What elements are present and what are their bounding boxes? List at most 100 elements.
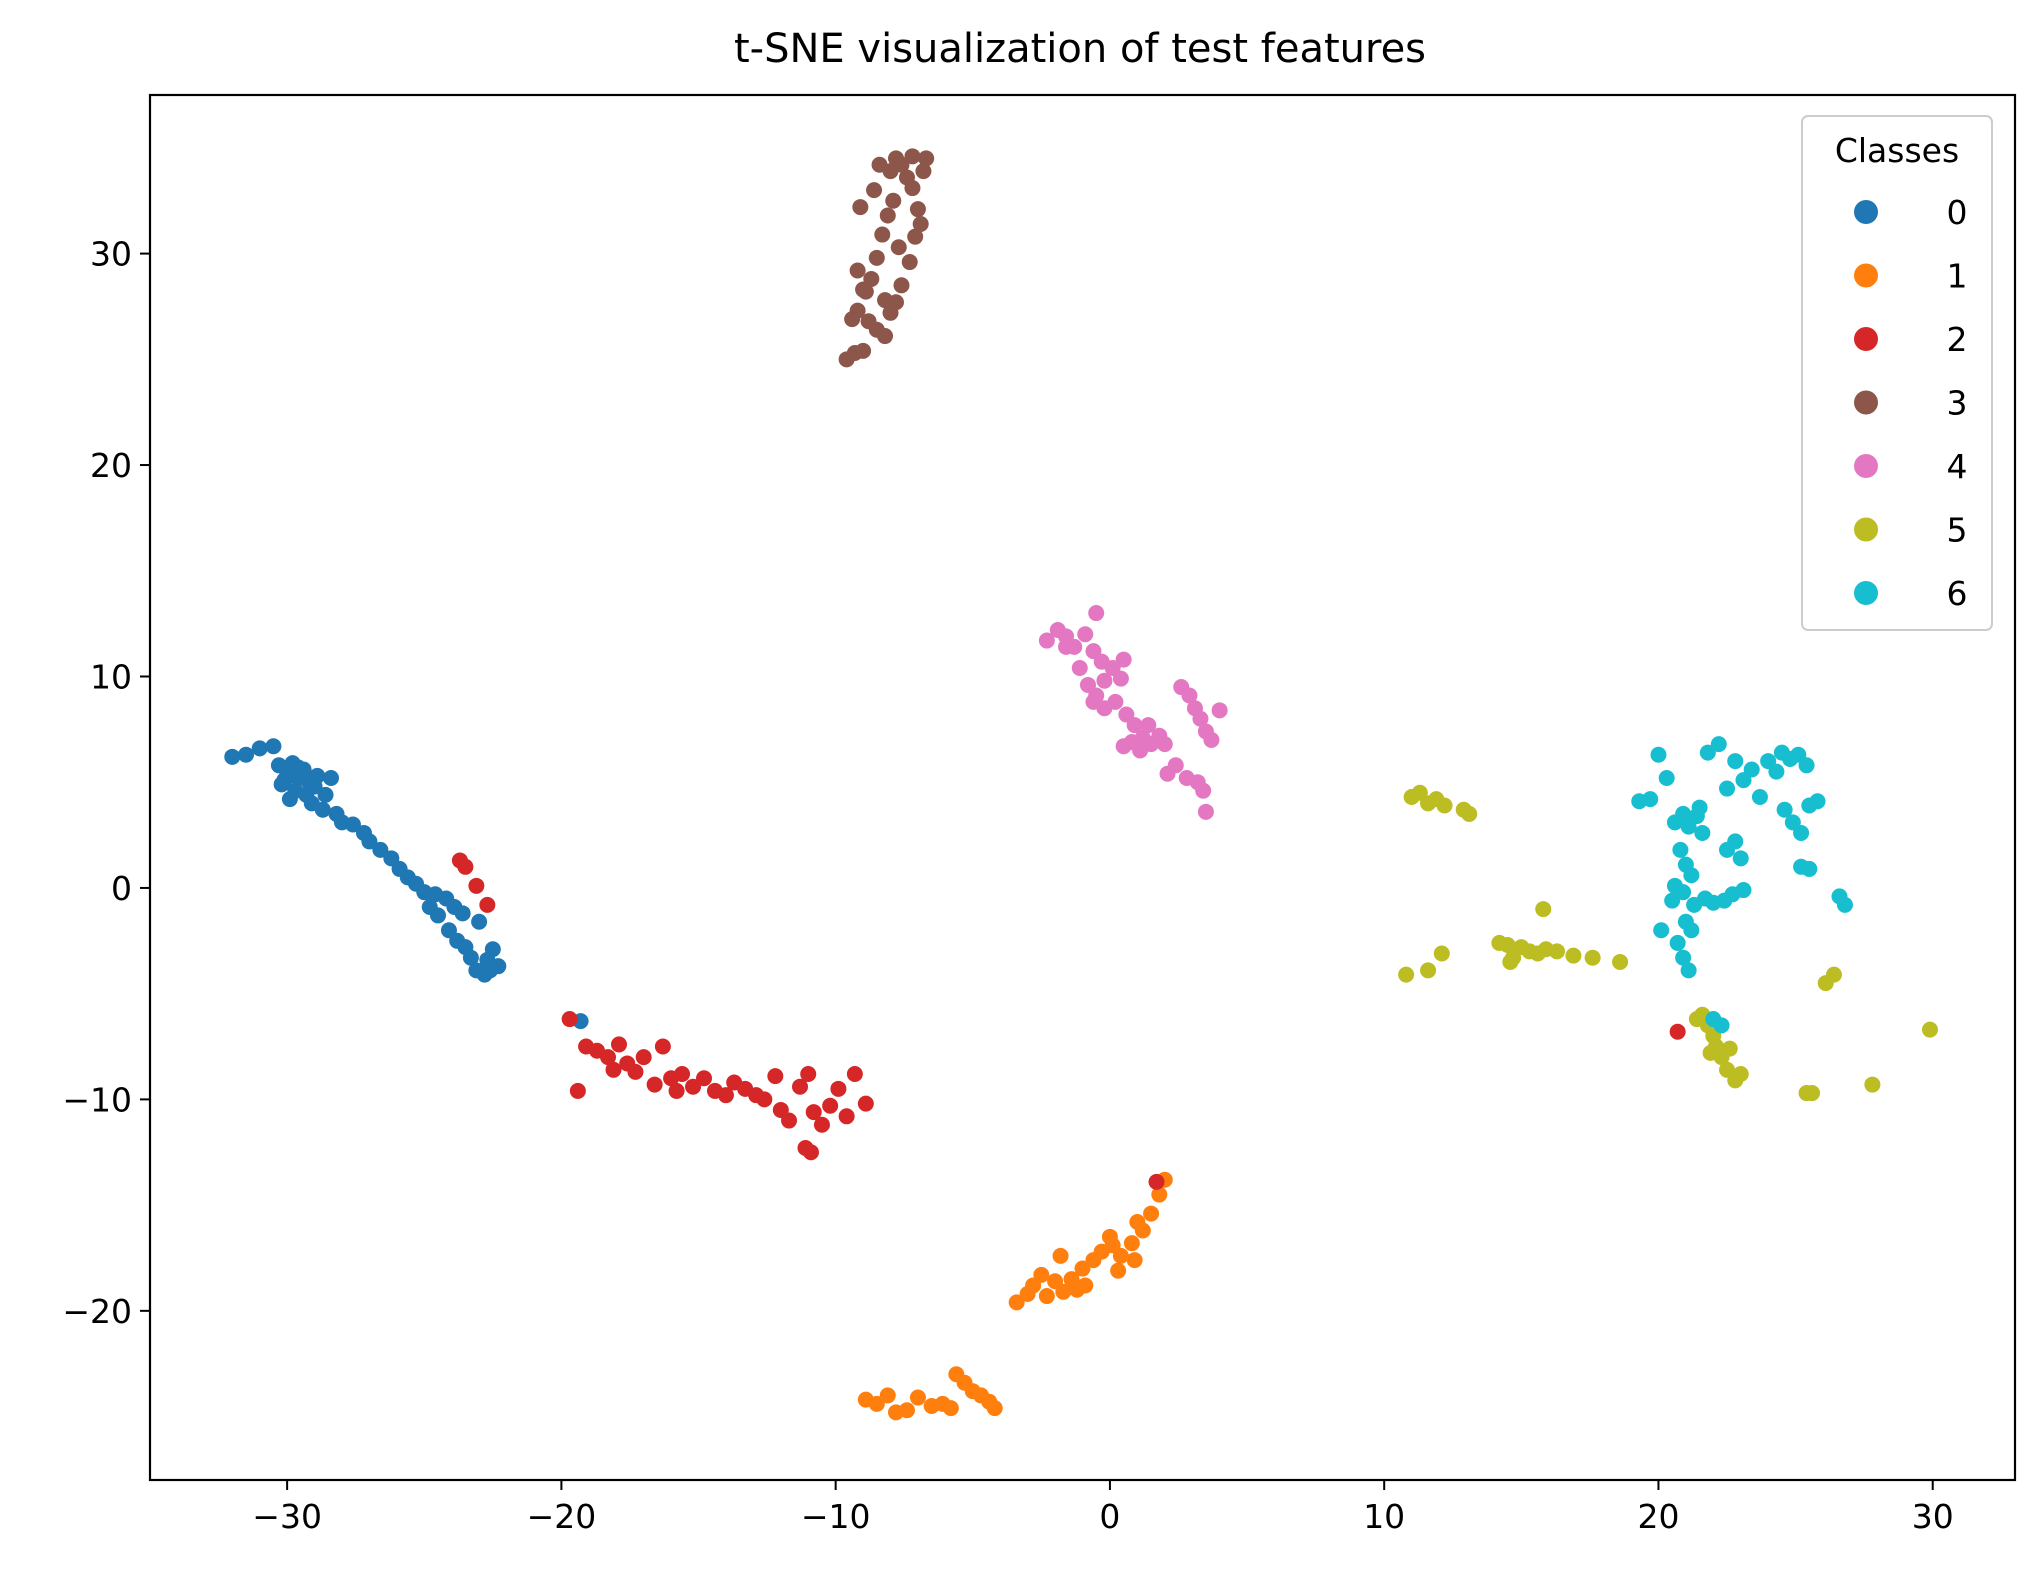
data-point — [852, 199, 869, 216]
data-point — [314, 801, 331, 818]
data-point — [1132, 742, 1149, 759]
data-point — [717, 1087, 734, 1104]
plot-area-frame — [148, 93, 2017, 1482]
data-point — [1101, 1228, 1118, 1245]
data-point — [909, 1389, 926, 1406]
data-point — [1069, 1281, 1086, 1298]
data-point — [1793, 824, 1810, 841]
legend-marker — [1854, 390, 1878, 415]
data-point — [1167, 757, 1184, 774]
data-point — [281, 791, 298, 808]
data-point — [1768, 763, 1785, 780]
data-point — [1672, 841, 1689, 858]
data-point — [898, 1402, 915, 1419]
data-point — [877, 292, 894, 309]
data-point — [1710, 736, 1727, 753]
data-point — [849, 262, 866, 279]
data-point — [909, 201, 926, 218]
data-point — [838, 1108, 855, 1125]
data-point — [877, 328, 894, 345]
data-point — [1683, 867, 1700, 884]
data-point — [1612, 953, 1629, 970]
data-point — [1680, 962, 1697, 979]
data-point — [1727, 833, 1744, 850]
data-point — [756, 1091, 773, 1108]
data-point — [372, 841, 389, 858]
data-point — [1038, 1288, 1055, 1305]
data-point — [1126, 1252, 1143, 1269]
legend-label: 6 — [1947, 574, 1968, 613]
data-point — [1074, 1260, 1091, 1277]
data-point — [1658, 769, 1675, 786]
data-point — [251, 740, 268, 757]
data-point — [1126, 717, 1143, 734]
y-tick-label: 10 — [90, 657, 132, 696]
data-point — [1836, 896, 1853, 913]
legend-entries: 0 1 2 3 4 5 6 — [1854, 193, 1968, 613]
legend-marker — [1854, 327, 1878, 351]
legend-label: 2 — [1947, 320, 1968, 359]
legend-marker — [1854, 581, 1878, 605]
x-tick-label: −30 — [252, 1497, 322, 1536]
data-point — [1195, 782, 1212, 799]
series-class-5 — [1398, 784, 1938, 1102]
data-point — [1433, 945, 1450, 962]
data-point — [454, 905, 471, 922]
data-point — [822, 1097, 839, 1114]
data-point — [309, 767, 326, 784]
data-point — [1798, 757, 1815, 774]
data-point — [805, 1104, 822, 1121]
y-tick-label: 20 — [90, 446, 132, 485]
x-tick-label: −10 — [801, 1497, 871, 1536]
data-point — [635, 1049, 652, 1066]
data-point — [646, 1076, 663, 1093]
data-point — [1675, 884, 1692, 901]
data-point — [855, 281, 872, 298]
x-tick-label: 30 — [1912, 1497, 1954, 1536]
data-point — [874, 226, 891, 243]
data-point — [1420, 962, 1437, 979]
data-point — [1675, 949, 1692, 966]
data-point — [1181, 687, 1198, 704]
data-point — [1112, 670, 1129, 687]
data-point — [654, 1038, 671, 1055]
data-point — [1691, 799, 1708, 816]
data-point — [1713, 1017, 1730, 1034]
data-point — [600, 1049, 617, 1066]
data-point — [1052, 1247, 1069, 1264]
legend-label: 4 — [1947, 447, 1968, 486]
data-point — [605, 1061, 622, 1078]
data-point — [800, 1066, 817, 1083]
data-point — [813, 1116, 830, 1133]
data-point — [224, 748, 241, 765]
data-point — [1398, 966, 1415, 983]
data-point — [1694, 824, 1711, 841]
x-tick-label: −20 — [527, 1497, 597, 1536]
series-class-4 — [1038, 605, 1228, 820]
data-point — [696, 1070, 713, 1087]
data-point — [484, 941, 501, 958]
data-point — [1008, 1294, 1025, 1311]
data-point — [915, 163, 932, 180]
data-point — [1688, 1011, 1705, 1028]
data-point — [767, 1068, 784, 1085]
data-point — [344, 816, 361, 833]
data-point — [1096, 672, 1113, 689]
data-point — [1140, 717, 1157, 734]
data-point — [479, 896, 496, 913]
data-point — [1499, 937, 1516, 954]
series-class-3 — [838, 148, 935, 368]
data-point — [317, 786, 334, 803]
data-point — [1743, 761, 1760, 778]
data-point — [1650, 746, 1667, 763]
data-point — [468, 962, 485, 979]
data-point — [1151, 1186, 1168, 1203]
data-point — [462, 949, 479, 966]
series-class-1 — [857, 1171, 1173, 1421]
data-point — [1077, 626, 1094, 643]
data-point — [1669, 934, 1686, 951]
data-point — [1129, 1214, 1146, 1231]
data-point — [1732, 850, 1749, 867]
data-point — [273, 776, 290, 793]
data-point — [1699, 744, 1716, 761]
